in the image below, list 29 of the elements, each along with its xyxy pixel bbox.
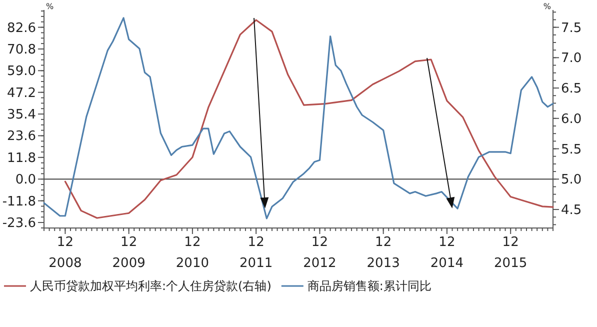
- y-tick-label: 23.6: [7, 129, 36, 144]
- y-axis-title: %: [46, 2, 54, 11]
- y2-tick-label: 6.0: [561, 112, 582, 127]
- y-tick-label: -11.8: [2, 194, 36, 210]
- x-tick-label: 12 2012: [303, 235, 336, 271]
- x-tick-label: 12 2010: [176, 235, 210, 271]
- legend-label: 商品房销售额:累计同比: [307, 279, 432, 293]
- y-tick-label: 59.0: [7, 64, 36, 80]
- y-tick-label: 82.6: [7, 20, 36, 36]
- x-tick-label: 12 2013: [366, 235, 400, 271]
- y2-tick-label: 7.0: [561, 51, 582, 66]
- y2-tick-label: 6.5: [561, 82, 582, 97]
- y2-tick-label: 5.5: [561, 142, 582, 158]
- y2-axis-title: %: [543, 2, 552, 11]
- x-tick-label: 12 2015: [494, 235, 528, 271]
- x-tick-label: 12 2008: [48, 235, 82, 271]
- y-tick-label: 47.2: [7, 86, 36, 101]
- y-tick-label: 35.4: [7, 108, 36, 123]
- x-tick-label: 12 2014: [430, 235, 464, 271]
- legend-label: 人民币贷款加权平均利率:个人住房贷款(右轴): [30, 279, 272, 293]
- y-tick-label: 0.0: [15, 172, 36, 188]
- y2-tick-label: 5.0: [561, 172, 582, 188]
- y-tick-label: 70.8: [7, 42, 36, 58]
- y2-tick-label: 7.5: [561, 20, 582, 36]
- x-tick-label: 12 2011: [240, 235, 273, 271]
- y2-tick-label: 4.5: [561, 202, 582, 218]
- y-tick-label: -23.6: [2, 216, 36, 231]
- y-tick-label: 11.8: [7, 150, 36, 166]
- x-tick-label: 12 2009: [112, 235, 146, 271]
